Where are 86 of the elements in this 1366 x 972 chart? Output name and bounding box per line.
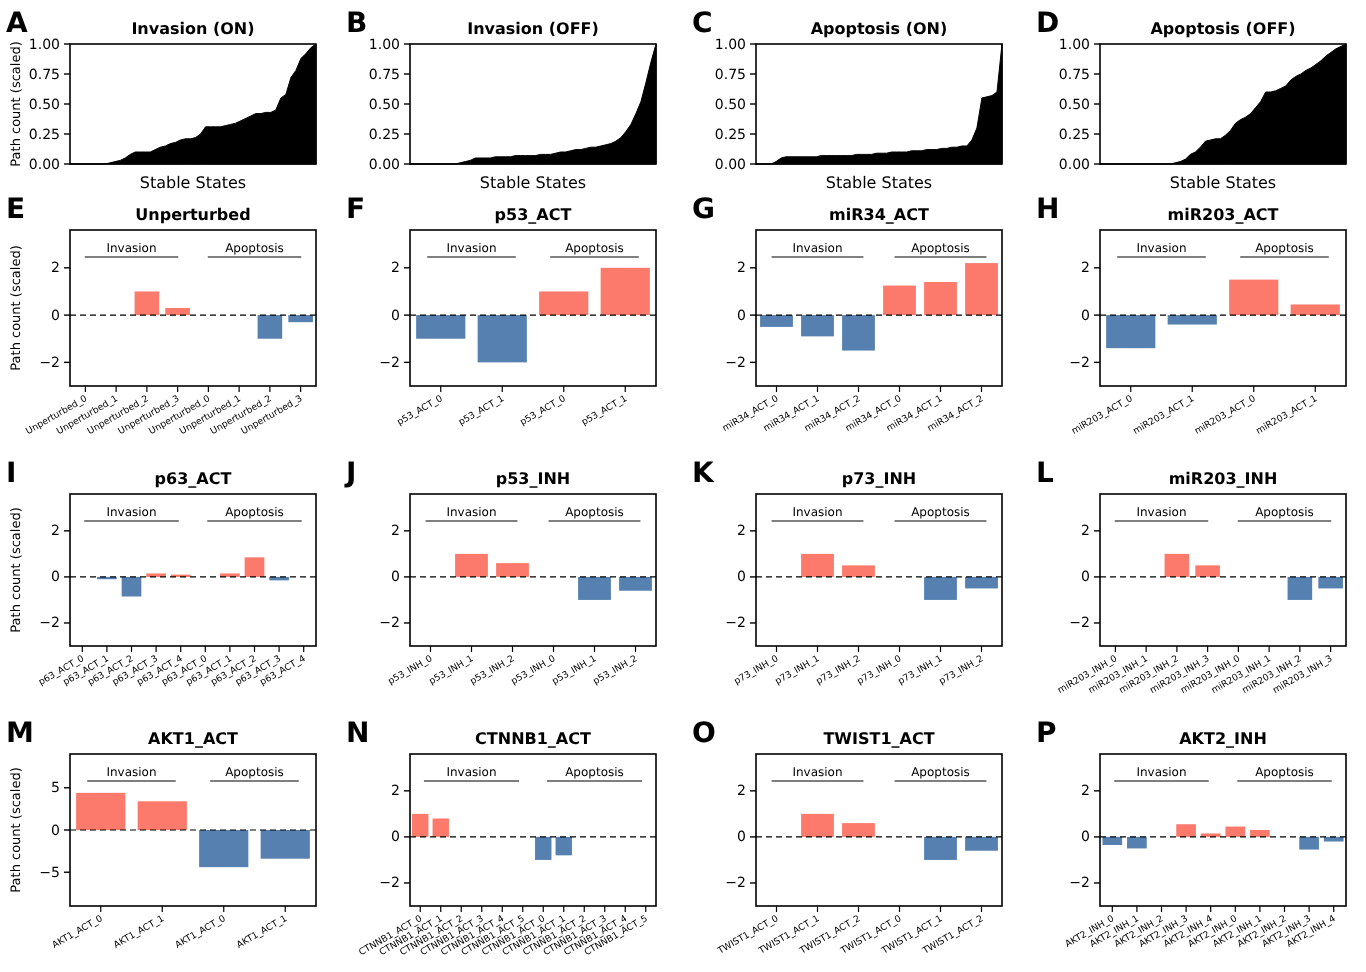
bar (801, 553, 834, 577)
x-axis-title: Stable States (479, 174, 587, 192)
bar (842, 823, 875, 837)
bar (1290, 304, 1340, 316)
x-axis-title: Stable States (1169, 174, 1277, 192)
text: E (6, 194, 26, 226)
bar (965, 263, 998, 316)
bar (1127, 836, 1147, 849)
text: K (692, 458, 716, 490)
bar (924, 836, 957, 860)
bar (134, 291, 160, 316)
bar (1287, 576, 1313, 600)
bar (496, 563, 529, 577)
text: G (692, 194, 715, 226)
text: H (1036, 194, 1060, 226)
bar (455, 553, 488, 577)
bar (1164, 553, 1190, 577)
chart-title: p53_INH (495, 470, 571, 488)
bar (842, 565, 875, 577)
chart-title: miR203_ACT (1167, 206, 1280, 224)
bar (199, 830, 249, 868)
x-axis-title: Stable States (825, 174, 933, 192)
chart-title: AKT2_INH (1179, 730, 1267, 748)
bar (260, 830, 310, 859)
bar (578, 576, 611, 600)
bar (842, 315, 875, 351)
bar (924, 576, 957, 600)
text: N (346, 718, 370, 750)
bar (1318, 576, 1343, 589)
bar (539, 291, 589, 316)
bar (555, 836, 572, 856)
bar (619, 576, 652, 591)
bar (760, 315, 793, 327)
bar (165, 308, 190, 316)
text: B (346, 8, 368, 40)
chart-title: miR34_ACT (829, 206, 930, 224)
chart-title: miR203_INH (1168, 470, 1278, 488)
chart-title: p73_INH (841, 470, 917, 488)
chart-title: AKT1_ACT (148, 730, 240, 748)
bar (121, 576, 142, 597)
text: O (692, 718, 716, 750)
bar (1102, 836, 1123, 845)
text: M (6, 718, 34, 750)
chart-title: CTNNB1_ACT (475, 730, 592, 748)
bar (477, 315, 527, 363)
bar (432, 818, 449, 837)
bar (1195, 565, 1220, 577)
text: I (6, 458, 17, 490)
chart-title: Apoptosis (ON) (810, 20, 948, 38)
bar (535, 836, 552, 860)
text: J (344, 458, 357, 490)
bar (257, 315, 283, 339)
text: A (6, 8, 28, 40)
bar (1167, 315, 1217, 325)
bar (883, 285, 916, 316)
text: P (1036, 718, 1057, 750)
bar (1299, 836, 1319, 850)
text: F (346, 194, 366, 226)
bar (137, 801, 187, 830)
bar (1106, 315, 1156, 349)
bar (1250, 830, 1270, 837)
bar (416, 315, 466, 339)
bar (288, 315, 313, 323)
text: D (1036, 8, 1060, 40)
x-axis-title: Stable States (139, 174, 247, 192)
bar (801, 813, 834, 837)
bar (412, 813, 429, 837)
chart-title: TWIST1_ACT (823, 730, 936, 748)
bar (1225, 826, 1246, 837)
bar (924, 282, 957, 316)
chart-title: Unperturbed (135, 206, 252, 224)
chart-title: Invasion (ON) (131, 20, 255, 38)
bar (1229, 279, 1279, 316)
bar (76, 792, 126, 830)
bar (965, 836, 998, 851)
chart-title: Invasion (OFF) (467, 20, 599, 38)
bar (600, 267, 650, 316)
chart-title: p53_ACT (494, 206, 573, 224)
text: L (1036, 458, 1054, 490)
bar (1176, 824, 1196, 837)
chart-title: p63_ACT (154, 470, 233, 488)
bar (965, 576, 998, 589)
chart-title: Apoptosis (OFF) (1150, 20, 1296, 38)
bar (801, 315, 834, 337)
text: C (692, 8, 713, 40)
bar (244, 557, 265, 577)
